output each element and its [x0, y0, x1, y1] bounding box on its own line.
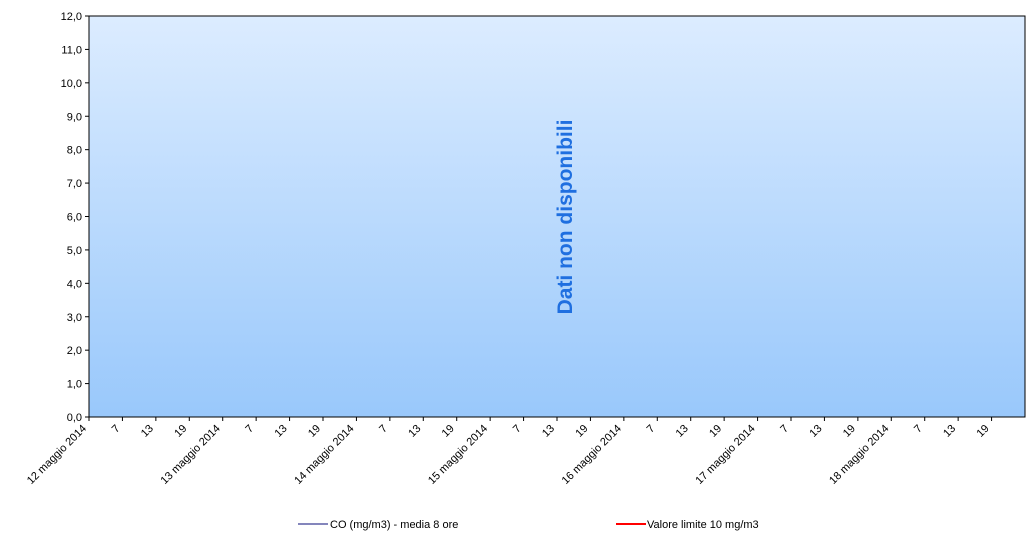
x-tick-label: 13 — [540, 423, 557, 440]
x-tick-label: 13 — [674, 423, 691, 440]
x-tick-label: 19 — [440, 423, 457, 440]
y-tick-label: 8,0 — [67, 145, 82, 157]
y-tick-label: 2,0 — [67, 345, 82, 357]
x-tick-label: 16 maggio 2014 — [560, 423, 624, 487]
y-tick-label: 5,0 — [67, 245, 82, 257]
y-tick-label: 7,0 — [67, 178, 82, 190]
y-tick-label: 4,0 — [67, 278, 82, 290]
x-tick-label: 7 — [110, 423, 123, 436]
x-tick-label: 19 — [573, 423, 590, 440]
x-tick-label: 18 maggio 2014 — [827, 423, 891, 487]
legend-label-co: CO (mg/m3) - media 8 ore — [330, 519, 458, 531]
x-tick-label: 19 — [841, 423, 858, 440]
x-tick-label: 15 maggio 2014 — [426, 423, 490, 487]
legend-label-limit: Valore limite 10 mg/m3 — [647, 519, 759, 531]
x-tick-label: 12 maggio 2014 — [25, 423, 89, 487]
x-tick-label: 7 — [645, 423, 658, 436]
x-tick-label: 17 maggio 2014 — [693, 423, 757, 487]
y-tick-label: 11,0 — [61, 44, 82, 56]
y-axis: 0,0 1,0 2,0 3,0 4,0 5,0 6,0 7,0 8,0 9,0 10,0 11,0 12… — [61, 11, 89, 424]
x-tick-label: 7 — [511, 423, 524, 436]
x-tick-label: 13 — [807, 423, 824, 440]
y-tick-label: 9,0 — [67, 111, 82, 123]
x-tick-label: 7 — [778, 423, 791, 436]
x-tick-label: 13 — [941, 423, 958, 440]
x-tick-label: 13 — [139, 423, 156, 440]
x-tick-label: 13 — [406, 423, 423, 440]
x-tick-label: 19 — [707, 423, 724, 440]
x-tick-label: 7 — [377, 423, 390, 436]
x-tick-label: 19 — [172, 423, 189, 440]
x-tick-label: 7 — [912, 423, 925, 436]
plot-area — [88, 15, 1026, 418]
x-tick-label: 13 maggio 2014 — [159, 423, 223, 487]
x-tick-label: 7 — [243, 423, 256, 436]
y-tick-label: 6,0 — [67, 212, 82, 224]
no-data-label: Dati non disponibili — [554, 120, 577, 315]
legend: CO (mg/m3) - media 8 ore Valore limite 1… — [298, 519, 759, 531]
x-tick-label: 13 — [273, 423, 290, 440]
y-tick-label: 10,0 — [61, 78, 82, 90]
y-tick-label: 1,0 — [67, 379, 82, 391]
x-tick-label: 19 — [975, 423, 992, 440]
x-tick-label: 14 maggio 2014 — [292, 423, 356, 487]
x-tick-label: 19 — [306, 423, 323, 440]
y-tick-label: 0,0 — [67, 412, 82, 424]
y-tick-label: 3,0 — [67, 312, 82, 324]
y-tick-label: 12,0 — [61, 11, 82, 23]
